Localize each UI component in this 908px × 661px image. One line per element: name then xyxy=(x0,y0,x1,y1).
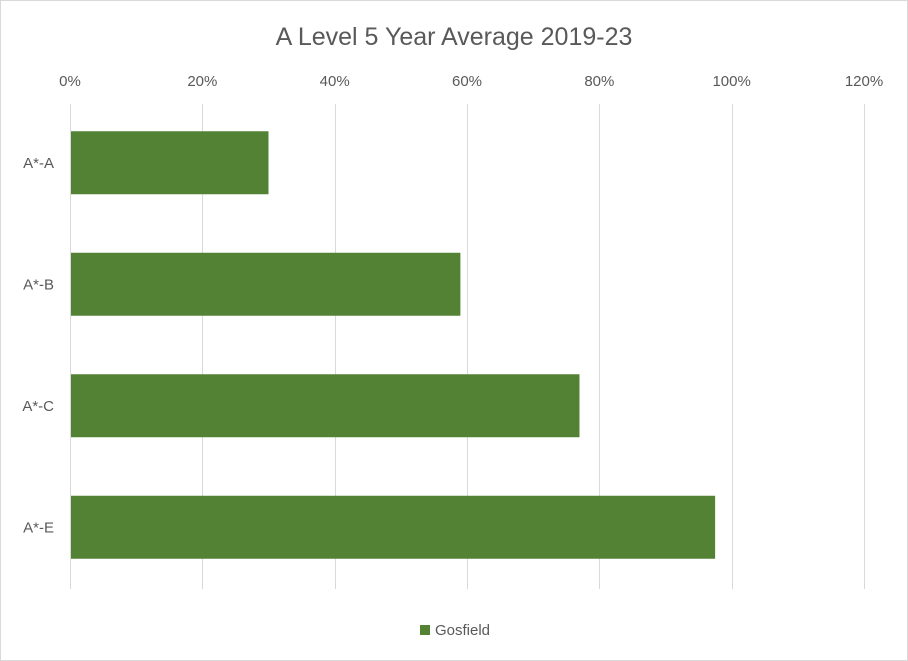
x-tick-label: 80% xyxy=(584,73,614,90)
x-tick-label: 0% xyxy=(59,73,81,90)
x-tick-label: 100% xyxy=(712,73,750,90)
x-tick-label: 120% xyxy=(845,73,883,90)
legend: Gosfield xyxy=(420,622,490,639)
category-labels: A*-A A*-B A*-C A*-E xyxy=(22,155,54,537)
category-label: A*-B xyxy=(23,276,54,293)
category-label: A*-C xyxy=(22,398,54,415)
bars xyxy=(71,131,716,559)
chart-title: A Level 5 Year Average 2019-23 xyxy=(276,23,633,51)
category-label: A*-A xyxy=(23,155,54,172)
bar-a-e xyxy=(71,495,716,559)
legend-swatch-gosfield xyxy=(420,625,430,635)
bar-a-a xyxy=(71,131,269,195)
bar-a-b xyxy=(71,252,461,316)
bar-a-c xyxy=(71,374,580,438)
legend-label-gosfield: Gosfield xyxy=(435,622,490,639)
x-axis-tick-labels: 0% 20% 40% 60% 80% 100% 120% xyxy=(59,73,883,90)
category-label: A*-E xyxy=(23,519,54,536)
x-tick-label: 40% xyxy=(320,73,350,90)
x-tick-label: 20% xyxy=(187,73,217,90)
x-tick-label: 60% xyxy=(452,73,482,90)
